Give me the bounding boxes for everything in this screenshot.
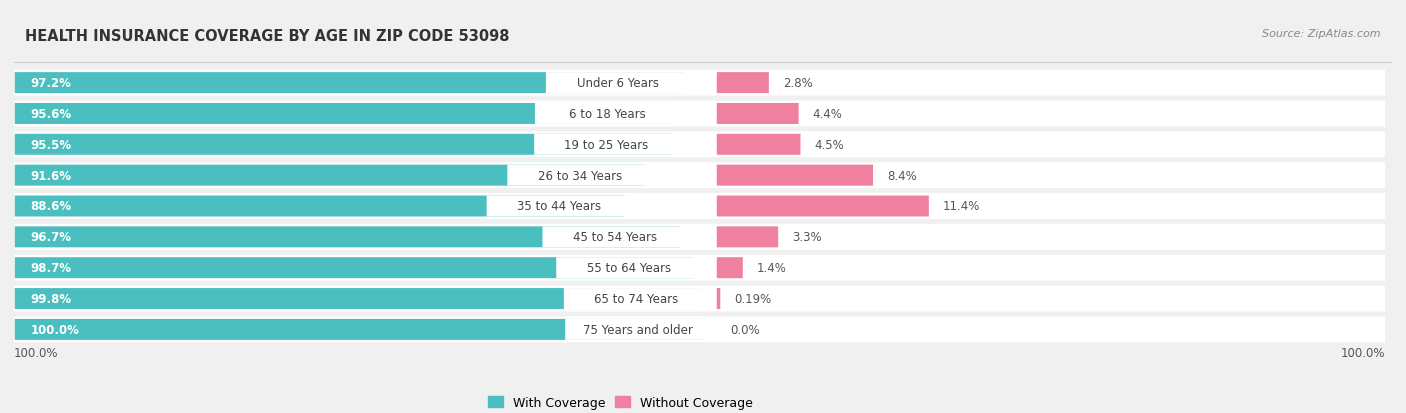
FancyBboxPatch shape [486,196,631,217]
Text: 97.2%: 97.2% [31,77,72,90]
FancyBboxPatch shape [14,317,1385,342]
FancyBboxPatch shape [717,227,778,248]
FancyBboxPatch shape [14,255,1385,281]
FancyBboxPatch shape [717,135,800,155]
FancyBboxPatch shape [14,71,1385,96]
Text: 96.7%: 96.7% [31,231,72,244]
Text: 75 Years and older: 75 Years and older [582,323,693,336]
Text: 4.4%: 4.4% [813,108,842,121]
Text: 0.19%: 0.19% [734,292,772,305]
Text: 11.4%: 11.4% [942,200,980,213]
FancyBboxPatch shape [14,196,624,217]
FancyBboxPatch shape [717,73,769,94]
Text: 88.6%: 88.6% [31,200,72,213]
Text: 26 to 34 Years: 26 to 34 Years [537,169,621,182]
FancyBboxPatch shape [717,104,799,125]
FancyBboxPatch shape [14,258,695,278]
FancyBboxPatch shape [14,288,702,309]
FancyBboxPatch shape [14,224,1385,250]
Text: 0.0%: 0.0% [731,323,761,336]
Text: 95.6%: 95.6% [31,108,72,121]
Text: 95.5%: 95.5% [31,138,72,152]
FancyBboxPatch shape [557,258,702,278]
Text: 100.0%: 100.0% [31,323,80,336]
FancyBboxPatch shape [14,163,1385,189]
FancyBboxPatch shape [14,101,1385,127]
FancyBboxPatch shape [14,135,672,155]
FancyBboxPatch shape [14,194,1385,219]
FancyBboxPatch shape [14,73,683,94]
Text: 4.5%: 4.5% [814,138,844,152]
FancyBboxPatch shape [564,288,709,309]
Text: 3.3%: 3.3% [792,231,821,244]
Text: 99.8%: 99.8% [31,292,72,305]
Text: 65 to 74 Years: 65 to 74 Years [595,292,678,305]
Text: 98.7%: 98.7% [31,261,72,275]
FancyBboxPatch shape [717,258,742,278]
Text: 100.0%: 100.0% [1340,346,1385,359]
Text: 100.0%: 100.0% [14,346,59,359]
FancyBboxPatch shape [543,227,688,248]
FancyBboxPatch shape [14,165,645,186]
Text: 1.4%: 1.4% [756,261,786,275]
FancyBboxPatch shape [14,227,681,248]
FancyBboxPatch shape [534,135,679,155]
Text: 6 to 18 Years: 6 to 18 Years [569,108,645,121]
Text: 2.8%: 2.8% [783,77,813,90]
Text: 35 to 44 Years: 35 to 44 Years [517,200,602,213]
Text: Under 6 Years: Under 6 Years [578,77,659,90]
Text: Source: ZipAtlas.com: Source: ZipAtlas.com [1263,29,1381,39]
Legend: With Coverage, Without Coverage: With Coverage, Without Coverage [482,391,758,413]
FancyBboxPatch shape [14,104,672,125]
FancyBboxPatch shape [717,196,929,217]
Text: 45 to 54 Years: 45 to 54 Years [572,231,657,244]
FancyBboxPatch shape [565,319,710,340]
FancyBboxPatch shape [546,73,690,94]
Text: HEALTH INSURANCE COVERAGE BY AGE IN ZIP CODE 53098: HEALTH INSURANCE COVERAGE BY AGE IN ZIP … [25,29,510,44]
FancyBboxPatch shape [534,104,679,125]
Text: 91.6%: 91.6% [31,169,72,182]
FancyBboxPatch shape [14,286,1385,312]
Text: 19 to 25 Years: 19 to 25 Years [564,138,648,152]
FancyBboxPatch shape [508,165,652,186]
FancyBboxPatch shape [717,165,873,186]
FancyBboxPatch shape [14,319,703,340]
FancyBboxPatch shape [14,132,1385,158]
Text: 55 to 64 Years: 55 to 64 Years [586,261,671,275]
FancyBboxPatch shape [717,288,720,309]
Text: 8.4%: 8.4% [887,169,917,182]
